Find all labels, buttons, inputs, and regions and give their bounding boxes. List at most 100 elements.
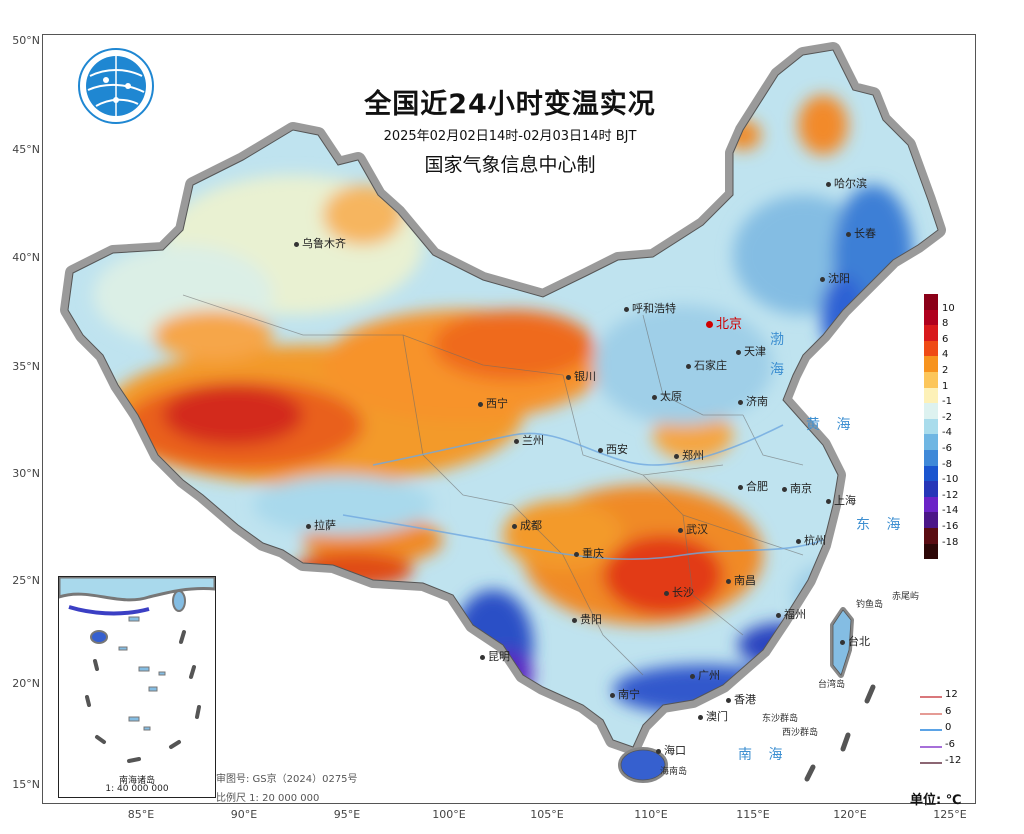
legend-label: 2 — [942, 364, 949, 376]
map-title-block: 全国近24小时变温实况 2025年02月02日14时-02月03日14时 BJT… — [310, 82, 710, 177]
isoline-value: 12 — [945, 689, 958, 700]
legend-swatch — [924, 356, 938, 372]
isoline-swatch — [920, 762, 942, 764]
city-tianjin: 天津 — [736, 343, 766, 359]
lat-tick-20: 20°N — [12, 677, 40, 690]
lat-tick-40: 40°N — [12, 251, 40, 264]
isoline-value: 0 — [945, 722, 952, 733]
label-chiweiyu: 赤尾屿 — [892, 592, 920, 602]
legend-label: -16 — [942, 520, 959, 532]
city-dot — [674, 453, 679, 459]
legend-swatch — [924, 325, 938, 341]
city-changchun: 长春 — [846, 225, 876, 241]
isoline-legend-row: -6 — [920, 739, 980, 756]
city-dot — [566, 374, 571, 380]
legend-row: 10 — [924, 303, 984, 326]
legend-row: 1 — [924, 381, 984, 404]
city-dot — [514, 438, 519, 444]
legend-label: 4 — [942, 349, 949, 361]
label-xisha: 西沙群岛 — [782, 728, 819, 738]
city-guangzhou: 广州 — [690, 667, 720, 683]
lon-tick-105: 105°E — [530, 808, 564, 821]
legend-swatch — [924, 294, 938, 310]
city-dot — [782, 486, 787, 492]
legend-row — [924, 294, 984, 310]
lon-tick-90: 90°E — [230, 808, 258, 821]
inset-scale: 1: 40 000 000 — [105, 784, 169, 794]
legend-label: 1 — [942, 380, 949, 392]
legend-row: 8 — [924, 318, 984, 341]
city-haikou: 海口 — [656, 742, 686, 758]
city-yinchuan: 银川 — [566, 368, 596, 384]
legend-row: -12 — [924, 490, 984, 513]
city-jinan: 济南 — [738, 393, 768, 409]
legend-swatch — [924, 418, 938, 435]
isoline-legend-row: -12 — [920, 755, 980, 772]
isoline-value: 6 — [945, 705, 952, 717]
city-guiyang: 贵阳 — [572, 611, 602, 627]
legend-label: -10 — [942, 474, 959, 486]
isoline-legend: 12 6 0 -6 -12 — [920, 689, 980, 772]
legend-swatch — [924, 465, 938, 482]
lon-tick-95: 95°E — [333, 808, 361, 821]
sea-huanghai: 黄 海 — [806, 417, 857, 433]
legend-swatch — [924, 481, 938, 497]
city-shenyang: 沈阳 — [820, 270, 850, 286]
isoline-value: -12 — [945, 755, 962, 766]
legend-swatch — [924, 512, 938, 528]
city-dot — [826, 181, 831, 187]
city-dot — [306, 523, 311, 529]
city-xian: 西安 — [598, 441, 628, 457]
city-dot — [846, 231, 851, 237]
legend-row: 2 — [924, 365, 984, 388]
isoline-swatch — [920, 745, 942, 748]
lat-tick-15: 15°N — [12, 778, 40, 791]
city-dot — [294, 241, 299, 247]
legend-swatch — [924, 449, 938, 466]
city-dot — [478, 401, 483, 407]
legend-swatch — [924, 496, 938, 513]
city-dot — [726, 578, 731, 584]
city-chongqing: 重庆 — [574, 545, 604, 561]
inset-map — [59, 577, 215, 763]
legend-row: -10 — [924, 474, 984, 497]
legend-row: -16 — [924, 521, 984, 544]
lat-tick-30: 30°N — [12, 467, 40, 480]
city-hohhot: 呼和浩特 — [624, 300, 676, 316]
legend-row: -18 — [924, 537, 984, 560]
city-dot — [652, 394, 657, 400]
city-macau: 澳门 — [698, 708, 728, 724]
label-diaoyudao: 钓鱼岛 — [856, 600, 884, 610]
city-dot — [678, 527, 683, 533]
legend-swatch — [924, 371, 938, 388]
map-frame — [42, 34, 976, 804]
city-shijiazhuang: 石家庄 — [686, 357, 727, 373]
unit-label: 单位: ℃ — [910, 793, 962, 808]
city-zhengzhou: 郑州 — [674, 447, 704, 463]
city-kunming: 昆明 — [480, 648, 510, 664]
review-number: 审图号: GS京（2024）0275号 — [216, 774, 358, 785]
city-dot — [736, 349, 741, 355]
legend-label: -4 — [942, 427, 952, 439]
city-hangzhou: 杭州 — [796, 532, 826, 548]
city-urumqi: 乌鲁木齐 — [294, 235, 346, 251]
city-nanchang: 南昌 — [726, 572, 756, 588]
city-dot — [826, 498, 831, 504]
label-taiwan-island: 台湾岛 — [818, 680, 846, 690]
legend-label: -12 — [942, 489, 959, 501]
city-hongkong: 香港 — [726, 691, 756, 707]
lon-tick-120: 120°E — [833, 808, 867, 821]
inset-title: 南海诸岛 — [118, 776, 155, 786]
city-fuzhou: 福州 — [776, 606, 806, 622]
lon-tick-100: 100°E — [432, 808, 466, 821]
city-harbin: 哈尔滨 — [826, 175, 867, 191]
city-dot — [686, 363, 691, 369]
city-dot — [796, 538, 801, 544]
city-dot — [840, 639, 845, 645]
temperature-change-map — [60, 42, 946, 783]
legend-label: -18 — [942, 536, 959, 548]
legend-swatch — [924, 340, 938, 357]
city-nanning: 南宁 — [610, 686, 640, 702]
sea-nanhai: 南 海 — [738, 747, 789, 763]
legend-swatch — [924, 403, 938, 419]
